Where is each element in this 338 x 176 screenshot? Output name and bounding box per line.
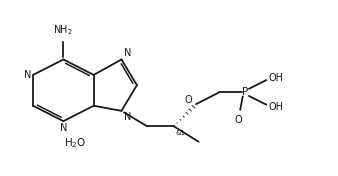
Text: O: O [185,95,192,105]
Text: &1: &1 [175,130,186,136]
Text: N: N [123,112,131,122]
Text: P: P [242,87,248,97]
Text: N: N [123,48,131,58]
Text: O: O [235,115,242,125]
Text: NH$_2$: NH$_2$ [53,23,73,37]
Text: OH: OH [269,73,284,83]
Text: OH: OH [269,102,284,112]
Text: N: N [24,70,31,80]
Text: N: N [60,123,67,133]
Text: H$_2$O: H$_2$O [64,136,87,150]
